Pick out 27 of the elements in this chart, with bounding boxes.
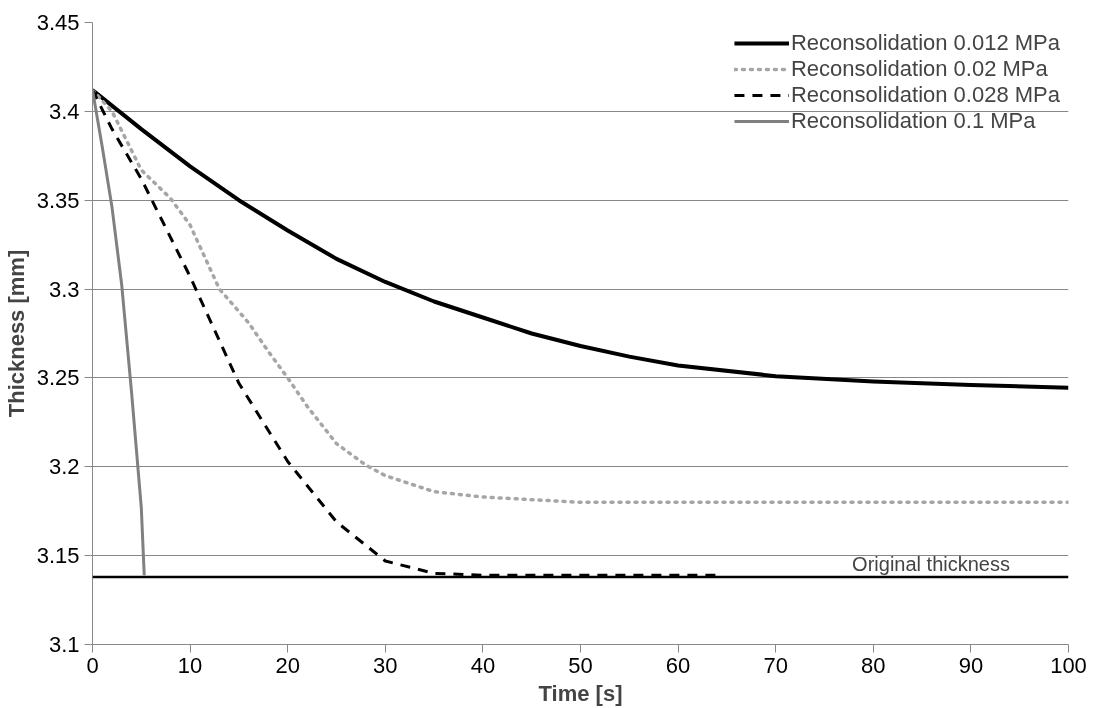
x-tick-label: 40	[470, 652, 496, 678]
ref-line-label: Original thickness	[852, 552, 1010, 575]
x-tick-label: 50	[568, 652, 593, 678]
x-tick-label: 20	[275, 652, 300, 678]
x-tick-label: 70	[763, 652, 788, 678]
y-tick-label: 3.1	[48, 632, 80, 657]
y-tick-label: 3.25	[36, 365, 80, 391]
x-tick-label: 0	[86, 652, 99, 678]
y-tick-label: 3.15	[36, 543, 80, 569]
x-axis-title: Time [s]	[538, 680, 623, 706]
y-tick-label: 3.2	[48, 454, 80, 480]
y-tick-label: 3.45	[36, 10, 80, 35]
line-series	[92, 88, 1069, 505]
x-tick-label: 90	[958, 652, 984, 678]
y-tick-label: 3.35	[36, 187, 80, 213]
legend-label: Reconsolidation 0.028 MPa	[790, 82, 1060, 108]
x-tick-label: 10	[177, 652, 203, 678]
y-axis-title: Thickness [mm]	[3, 249, 29, 418]
legend-label: Reconsolidation 0.1 MPa	[790, 108, 1036, 134]
legend-label: Reconsolidation 0.012 MPa	[790, 30, 1060, 56]
y-tick-label: 3.4	[48, 98, 80, 124]
y-tick-label: 3.3	[48, 276, 80, 302]
x-tick-label: 100	[1050, 652, 1087, 678]
legend-label: Reconsolidation 0.02 MPa	[790, 56, 1048, 82]
x-tick-label: 60	[665, 652, 691, 678]
x-tick-label: 30	[373, 652, 398, 678]
x-tick-label: 80	[861, 652, 886, 678]
